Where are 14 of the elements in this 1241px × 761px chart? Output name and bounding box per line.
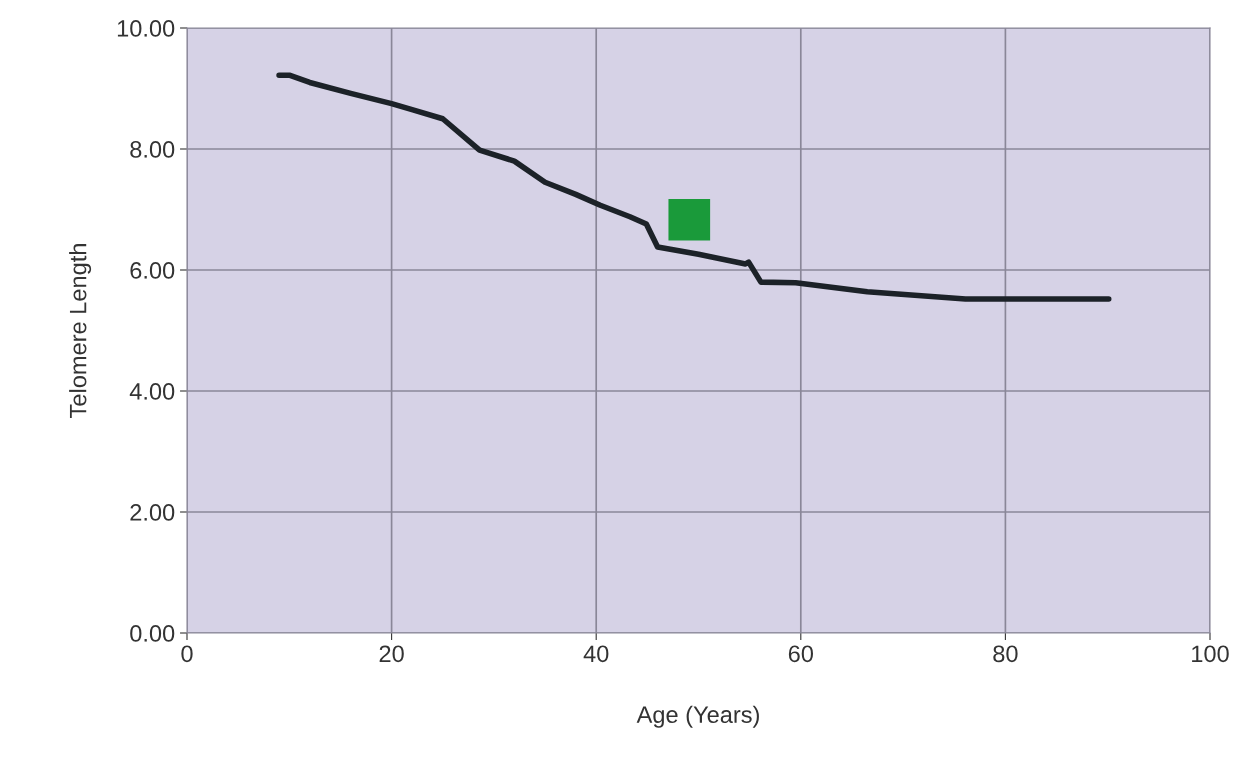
y-tick-label: 6.00 bbox=[130, 262, 175, 279]
y-tick-label: 10.00 bbox=[117, 20, 175, 37]
y-tick-label: 4.00 bbox=[129, 383, 175, 400]
x-tick-label: 40 bbox=[583, 645, 609, 663]
x-axis-title: Age (Years) bbox=[636, 705, 759, 728]
y-axis-title: Telomere Length bbox=[69, 244, 92, 418]
x-tick-label: 60 bbox=[788, 645, 814, 663]
x-tick-label: 100 bbox=[1192, 645, 1229, 663]
x-tick-label: 0 bbox=[181, 645, 193, 663]
x-tick-label: 80 bbox=[993, 645, 1018, 663]
x-tick-label: 20 bbox=[379, 645, 404, 663]
y-tick-label: 2.00 bbox=[130, 504, 175, 521]
y-tick-label: 8.00 bbox=[130, 141, 175, 158]
y-tick-label: 0.00 bbox=[130, 625, 175, 642]
